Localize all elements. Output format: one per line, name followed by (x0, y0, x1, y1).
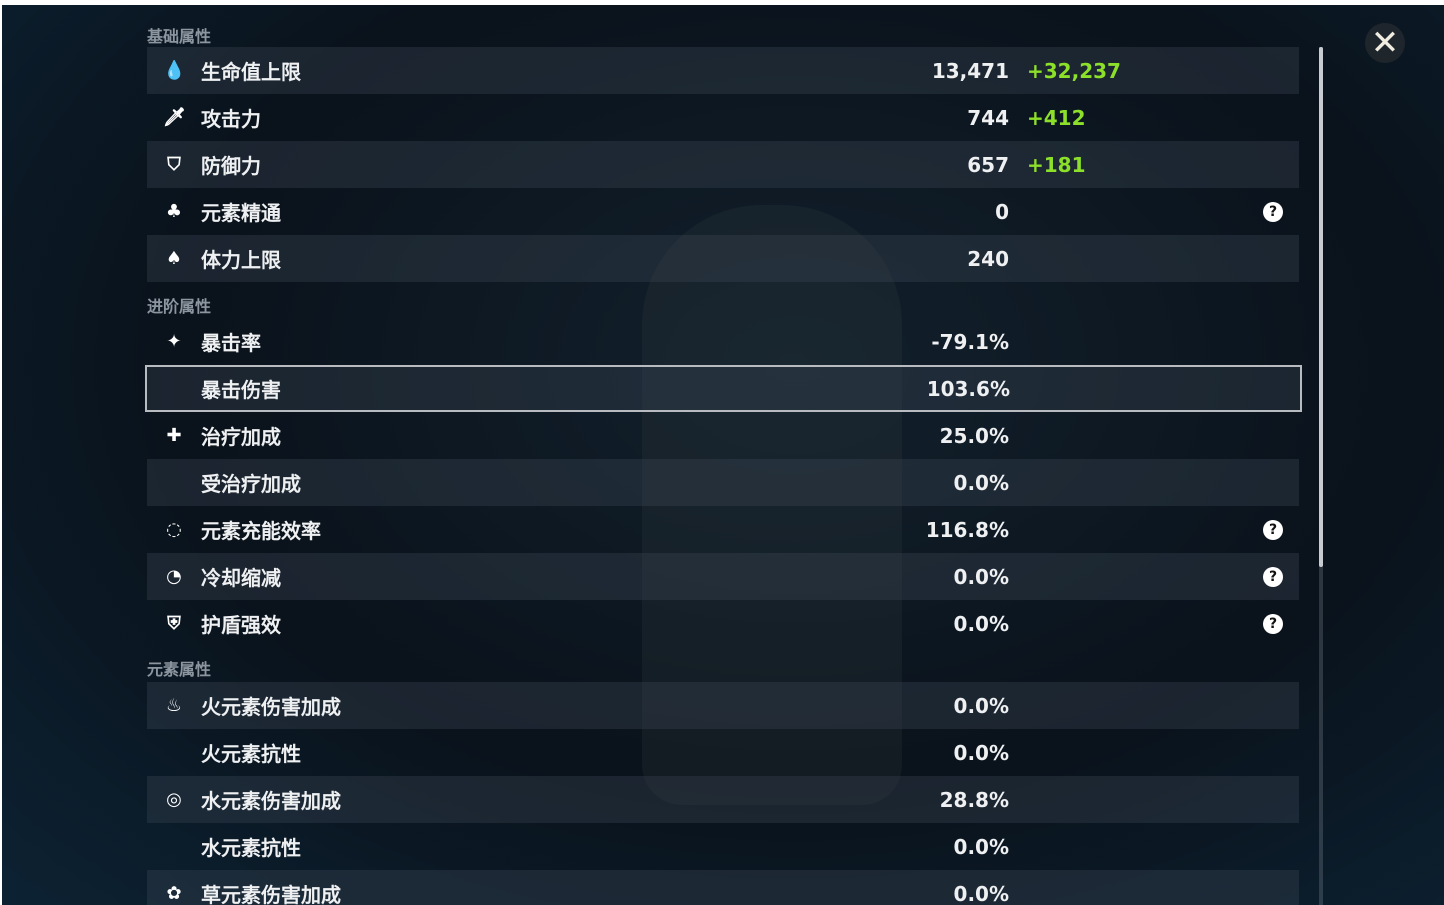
stat-row[interactable]: 暴击伤害 103.6% (145, 365, 1302, 412)
scrollbar-thumb[interactable] (1319, 47, 1323, 567)
character-silhouette (642, 205, 902, 805)
stat-row[interactable]: 💧 生命值上限 13,471 +32,237 (147, 47, 1299, 94)
stat-row[interactable]: ◌ 元素充能效率 116.8%? (147, 506, 1299, 553)
stat-value: 0.0% (953, 740, 1009, 765)
stat-row[interactable]: ◎ 水元素伤害加成 28.8% (147, 776, 1299, 823)
stat-row[interactable]: ✿ 草元素伤害加成 0.0% (147, 870, 1299, 905)
stats-screen: 基础属性 进阶属性 元素属性 💧 生命值上限 13,471 +32,237 🗡 攻击力 74… (2, 5, 1444, 905)
stat-label: 冷却缩减 (201, 566, 281, 590)
section-advanced: 进阶属性 (147, 297, 212, 316)
close-button[interactable]: ✕ (1365, 23, 1405, 63)
elemental-mastery-icon: ♣ (165, 201, 183, 222)
stat-bonus: +412 (1027, 105, 1086, 130)
stat-label: 水元素伤害加成 (201, 789, 341, 813)
section-elemental: 元素属性 (147, 660, 212, 679)
stat-label: 护盾强效 (201, 613, 281, 637)
close-icon: ✕ (1370, 23, 1400, 63)
dendro-icon: ✿ (166, 883, 182, 904)
stat-row[interactable]: ✚ 治疗加成 25.0% (147, 412, 1299, 459)
stat-value: 0.0% (953, 881, 1009, 905)
stat-bonus: +181 (1027, 152, 1086, 177)
stat-row[interactable]: ♨ 火元素伤害加成 0.0% (147, 682, 1299, 729)
sword-icon: 🗡 (163, 107, 186, 128)
pyro-icon: ♨ (165, 695, 183, 716)
stat-value: 25.0% (939, 423, 1009, 448)
stat-label: 攻击力 (201, 107, 261, 131)
stat-value: 28.8% (939, 787, 1009, 812)
stat-value: 0.0% (953, 611, 1009, 636)
stat-row[interactable]: ♣ 元素精通 0? (147, 188, 1299, 235)
stat-label: 受治疗加成 (201, 472, 301, 496)
stat-label: 暴击伤害 (201, 378, 281, 402)
stat-value: 744 (967, 105, 1009, 130)
stat-value: 13,471 (931, 58, 1009, 83)
stat-label: 生命值上限 (201, 60, 301, 84)
stat-label: 水元素抗性 (201, 836, 301, 860)
stat-row[interactable]: ⛉ 防御力 657 +181 (147, 141, 1299, 188)
help-icon[interactable]: ? (1263, 519, 1283, 540)
help-icon[interactable]: ? (1263, 201, 1283, 222)
hp-drop-icon: 💧 (163, 60, 186, 81)
section-basic: 基础属性 (147, 27, 212, 46)
stat-bonus: +32,237 (1027, 58, 1121, 83)
cooldown-icon: ◔ (166, 566, 182, 587)
stat-row[interactable]: ♠ 体力上限 240 (147, 235, 1299, 282)
stat-value: 0.0% (953, 470, 1009, 495)
stat-label: 火元素抗性 (201, 742, 301, 766)
stat-label: 治疗加成 (201, 425, 281, 449)
help-icon[interactable]: ? (1263, 613, 1283, 634)
stat-value: 0.0% (953, 564, 1009, 589)
stat-label: 暴击率 (201, 331, 261, 355)
stat-row[interactable]: 火元素抗性 0.0% (147, 729, 1299, 776)
stat-value: 240 (967, 246, 1009, 271)
scrollbar[interactable] (1319, 47, 1323, 905)
stat-label: 元素精通 (201, 201, 281, 225)
stat-value: 103.6% (926, 376, 1010, 401)
stat-value: 0.0% (953, 693, 1009, 718)
stat-value: 0.0% (953, 834, 1009, 859)
stat-label: 元素充能效率 (201, 519, 321, 543)
stat-row[interactable]: 🗡 攻击力 744 +412 (147, 94, 1299, 141)
healing-cross-icon: ✚ (166, 425, 182, 446)
crit-rate-icon: ✦ (166, 331, 182, 352)
stat-row[interactable]: ◔ 冷却缩减 0.0%? (147, 553, 1299, 600)
stat-row[interactable]: ⛨ 护盾强效 0.0%? (147, 600, 1299, 647)
hydro-icon: ◎ (166, 789, 182, 810)
stat-row[interactable]: 受治疗加成 0.0% (147, 459, 1299, 506)
stat-value: 657 (967, 152, 1009, 177)
stat-value: 0 (995, 199, 1009, 224)
stat-row[interactable]: 水元素抗性 0.0% (147, 823, 1299, 870)
stat-value: -79.1% (931, 329, 1009, 354)
help-icon[interactable]: ? (1263, 566, 1283, 587)
stat-row[interactable]: ✦ 暴击率 -79.1% (147, 318, 1299, 365)
stat-label: 体力上限 (201, 248, 281, 272)
shield-strength-icon: ⛨ (167, 613, 181, 634)
stamina-icon: ♠ (165, 248, 183, 269)
stat-label: 火元素伤害加成 (201, 695, 341, 719)
energy-recharge-icon: ◌ (166, 519, 182, 540)
stat-label: 草元素伤害加成 (201, 883, 341, 905)
stat-label: 防御力 (201, 154, 261, 178)
shield-icon: ⛉ (167, 154, 181, 175)
stat-value: 116.8% (925, 517, 1009, 542)
